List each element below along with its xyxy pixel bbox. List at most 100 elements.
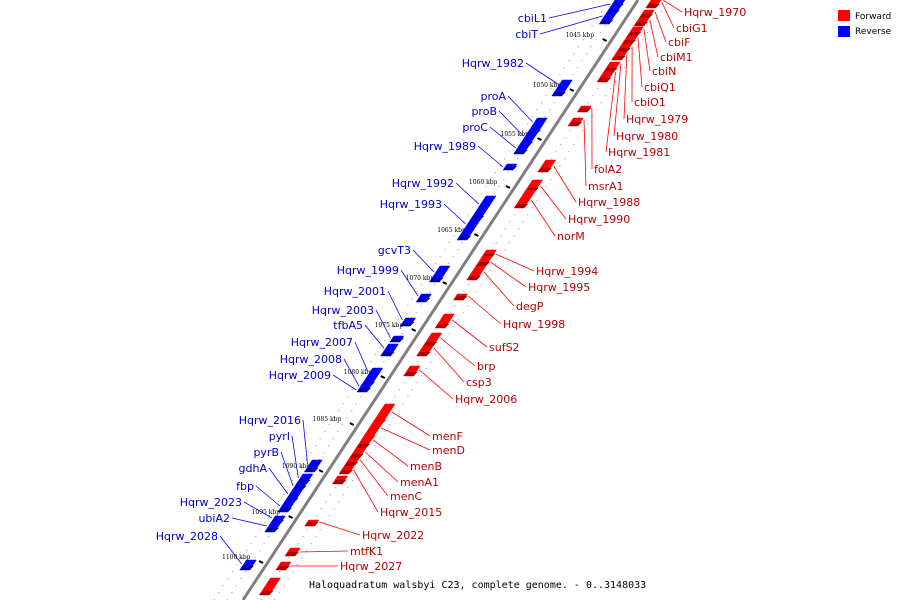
gene-label-reverse[interactable]: Hqrw_2016 [239, 414, 301, 427]
gene-label-forward[interactable]: Hqrw_1979 [626, 113, 688, 126]
gene-label-forward[interactable]: norM [557, 230, 585, 243]
gene-feature[interactable] [621, 35, 638, 45]
gene-feature[interactable] [239, 559, 257, 571]
gene-label-reverse[interactable]: Hqrw_2003 [312, 304, 374, 317]
gene-feature[interactable] [355, 435, 375, 449]
gene-label-reverse[interactable]: gcvT3 [378, 244, 411, 257]
gene-label-forward[interactable]: cbiM1 [660, 51, 693, 64]
gene-label-forward[interactable]: sufS2 [489, 341, 520, 354]
gene-feature[interactable] [349, 447, 367, 459]
gene-feature[interactable] [537, 159, 557, 173]
gene-label-reverse[interactable]: pyrB [253, 446, 279, 459]
gene-feature[interactable] [611, 51, 628, 61]
gene-feature[interactable] [434, 313, 455, 329]
gene-label-forward[interactable]: cbiN [652, 65, 676, 78]
gene-label-forward[interactable]: cbiG1 [676, 22, 708, 35]
gene-feature[interactable] [277, 499, 297, 513]
gene-feature[interactable] [645, 0, 662, 9]
gene-label-forward[interactable]: Hqrw_1970 [684, 6, 746, 19]
gene-feature[interactable] [567, 117, 584, 127]
gene-feature[interactable] [380, 343, 399, 357]
gene-label-reverse[interactable]: Hqrw_2008 [280, 353, 342, 366]
gene-feature[interactable] [638, 9, 655, 19]
gene-feature[interactable] [284, 547, 301, 557]
gene-feature[interactable] [626, 26, 644, 37]
gene-label-forward[interactable]: cbiQ1 [644, 81, 676, 94]
gene-feature[interactable] [338, 465, 355, 475]
gene-feature[interactable] [422, 332, 443, 347]
gene-feature[interactable] [304, 519, 320, 527]
gene-label-forward[interactable]: folA2 [594, 163, 622, 176]
gene-feature[interactable] [303, 459, 323, 473]
gene-label-reverse[interactable]: proC [462, 121, 488, 134]
gene-label-forward[interactable]: Hqrw_1998 [503, 318, 565, 331]
gene-feature[interactable] [428, 265, 451, 283]
gene-label-reverse[interactable]: Hqrw_1982 [462, 57, 524, 70]
gene-feature[interactable] [596, 71, 615, 83]
gene-label-forward[interactable]: Hqrw_2022 [362, 529, 424, 542]
gene-feature[interactable] [576, 105, 592, 113]
gene-label-forward[interactable]: brp [477, 360, 496, 373]
gene-feature[interactable] [399, 317, 417, 327]
gene-label-reverse[interactable]: Hqrw_1989 [414, 140, 476, 153]
gene-label-forward[interactable]: Hqrw_2006 [455, 393, 517, 406]
gene-feature[interactable] [616, 43, 633, 53]
gene-feature[interactable] [331, 475, 349, 485]
gene-label-forward[interactable]: menA1 [400, 476, 439, 489]
gene-feature[interactable] [598, 11, 618, 25]
gene-feature[interactable] [502, 163, 518, 171]
gene-label-reverse[interactable]: Hqrw_1993 [380, 198, 442, 211]
gene-feature[interactable] [258, 577, 281, 596]
gene-feature[interactable] [415, 293, 432, 303]
gene-label-forward[interactable]: cbiO1 [634, 96, 666, 109]
gene-label-forward[interactable]: cbiF [668, 36, 690, 49]
gene-feature[interactable] [264, 519, 284, 533]
gene-label-forward[interactable]: Hqrw_2015 [380, 506, 442, 519]
gene-feature[interactable] [343, 457, 360, 467]
gene-label-reverse[interactable]: cbiT [515, 28, 538, 41]
gene-feature[interactable] [513, 189, 537, 209]
gene-label-forward[interactable]: menD [432, 444, 465, 457]
gene-label-reverse[interactable]: proB [471, 105, 497, 118]
gene-label-forward[interactable]: menC [390, 490, 422, 503]
gene-label-reverse[interactable]: Hqrw_2028 [156, 530, 218, 543]
gene-label-reverse[interactable]: Hqrw_2009 [269, 369, 331, 382]
gene-label-forward[interactable]: csp3 [466, 376, 492, 389]
gene-label-reverse[interactable]: Hqrw_1999 [337, 264, 399, 277]
gene-label-reverse[interactable]: fbp [236, 480, 254, 493]
gene-feature[interactable] [551, 79, 573, 97]
gene-feature[interactable] [475, 255, 493, 267]
gene-label-reverse[interactable]: gdhA [239, 462, 268, 475]
gene-label-forward[interactable]: Hqrw_1988 [578, 196, 640, 209]
gene-feature[interactable] [603, 61, 621, 73]
gene-label-forward[interactable]: Hqrw_1981 [608, 146, 670, 159]
gene-feature[interactable] [633, 17, 650, 27]
gene-feature[interactable] [416, 345, 434, 357]
gene-label-reverse[interactable]: pyrI [269, 430, 290, 443]
gene-label-reverse[interactable]: Hqrw_2007 [291, 336, 353, 349]
gene-label-forward[interactable]: Hqrw_1980 [616, 130, 678, 143]
gene-label-forward[interactable]: Hqrw_2027 [340, 560, 402, 573]
gene-label-forward[interactable]: degP [516, 300, 544, 313]
gene-feature[interactable] [403, 365, 421, 377]
gene-label-reverse[interactable]: Hqrw_2001 [324, 285, 386, 298]
gene-label-forward[interactable]: Hqrw_1994 [536, 265, 598, 278]
gene-label-forward[interactable]: mtfK1 [350, 545, 383, 558]
gene-feature[interactable] [466, 265, 487, 281]
gene-label-reverse[interactable]: proA [480, 90, 506, 103]
gene-label-forward[interactable]: Hqrw_1995 [528, 281, 590, 294]
gene-feature[interactable] [513, 141, 532, 155]
gene-label-forward[interactable]: msrA1 [588, 180, 624, 193]
gene-label-reverse[interactable]: tfbA5 [333, 319, 363, 332]
gene-label-forward[interactable]: menB [410, 460, 442, 473]
gene-label-reverse[interactable]: Hqrw_2023 [180, 496, 242, 509]
gene-label-reverse[interactable]: cbiL1 [518, 12, 547, 25]
gene-feature[interactable] [275, 561, 292, 571]
gene-label-reverse[interactable]: Hqrw_1992 [392, 177, 454, 190]
gene-label-forward[interactable]: menF [432, 430, 463, 443]
gene-feature[interactable] [456, 217, 482, 241]
gene-label-reverse[interactable]: ubiA2 [198, 512, 230, 525]
gene-feature[interactable] [389, 335, 405, 343]
gene-feature[interactable] [453, 293, 468, 301]
